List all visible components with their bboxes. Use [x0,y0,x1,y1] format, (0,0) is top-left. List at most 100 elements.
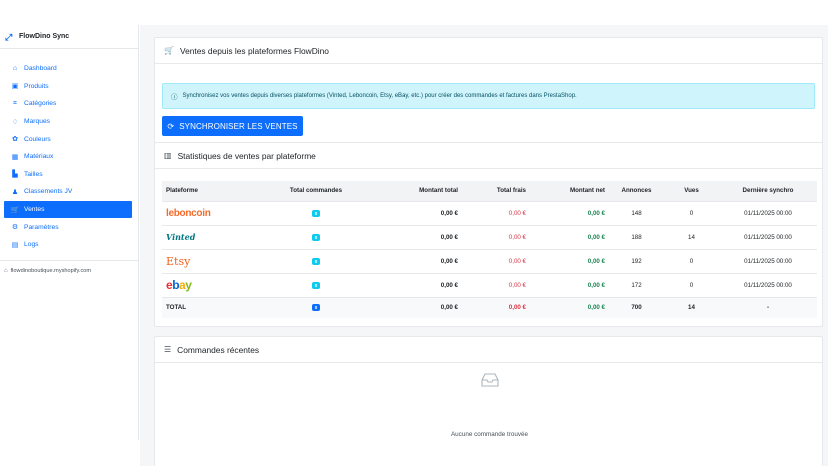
sidebar-item-categories[interactable]: ⌗ Catégories [0,95,138,113]
sidebar-item-classements[interactable]: ♟ Classements JV [0,183,138,201]
sidebar-item-label: Matériaux [24,153,54,161]
sidebar-item-label: Paramètres [24,223,59,231]
bar-chart-icon: ▥ [164,151,172,160]
col-derniere-synchro: Dernière synchro [742,187,794,195]
sidebar-item-marques[interactable]: ♢ Marques [0,113,138,131]
platform-logo-vinted: Vinted [162,224,254,249]
info-alert-text: Synchronisez vos ventes depuis diverses … [182,93,577,99]
brand: ⤢ FlowDino Sync [0,25,138,49]
col-total-commandes: Total commandes [289,187,343,195]
shop-icon: ⌂ [4,267,8,274]
net-cell: 0,00 € [530,200,609,225]
shop-domain-label: flowdinoboutique.myshopify.com [10,267,92,274]
platform-logo-etsy: Etsy [162,248,254,273]
fees-cell: 0,00 € [462,224,530,249]
last-sync-cell: 01/11/2025 00:00 [719,272,817,297]
col-vues: Vues [684,187,699,195]
net-cell: 0,00 € [530,224,609,249]
sidebar-item-parametres[interactable]: ⚙ Paramètres [0,218,138,236]
col-plateforme: Plateforme [166,187,198,195]
sidebar-item-label: Produits [24,82,49,90]
views-cell: 0 [664,248,719,273]
sidebar-item-tailles[interactable]: ▙ Tailles [0,166,138,184]
listings-cell: 148 [609,200,664,225]
sidebar-item-label: Tailles [24,170,43,178]
stats-table: Plateforme Total commandes Montant total… [162,181,817,318]
sync-sales-button-label: SYNCHRONISER LES VENTES [179,121,298,131]
sidebar-item-label: Logs [24,241,39,249]
col-total-frais: Total frais [496,187,526,195]
col-annonces: Annonces [621,187,652,195]
last-sync-cell: 01/11/2025 00:00 [719,248,817,273]
views-cell: 0 [664,200,719,225]
amount-cell: 0,00 € [378,272,462,297]
main-content: 🛒 Ventes depuis les plateformes FlowDino… [140,25,828,466]
sidebar-item-label: Classements JV [24,188,73,196]
sync-logo-icon: ⤢ [5,31,13,42]
col-montant-net: Montant net [569,187,605,195]
fees-cell: 0,00 € [462,200,530,225]
total-listings: 700 [609,296,664,318]
stats-card-title: Statistiques de ventes par plateforme [177,150,316,161]
amount-cell: 0,00 € [378,248,462,273]
col-montant-total: Montant total [419,187,458,195]
table-header-row: Plateforme Total commandes Montant total… [162,181,817,201]
stats-card-header: ▥ Statistiques de ventes par plateforme [155,143,822,169]
orders-badge: 0 [312,209,320,217]
sidebar-item-label: Couleurs [24,135,51,143]
total-fees: 0,00 € [462,296,530,318]
award-icon: ♢ [11,118,19,126]
cart-icon: 🛒 [10,206,20,214]
total-orders-badge: 0 [312,304,320,312]
table-row: Vinted 0 0,00 € 0,00 € 0,00 € 188 14 01/… [162,224,817,249]
sidebar-item-produits[interactable]: ▣ Produits [0,78,138,96]
last-sync-cell: 01/11/2025 00:00 [719,200,817,225]
net-cell: 0,00 € [530,272,609,297]
sidebar-item-dashboard[interactable]: ⌂ Dashboard [0,60,138,78]
amount-cell: 0,00 € [378,224,462,249]
sidebar-item-materiaux[interactable]: ▦ Matériaux [0,148,138,166]
platform-logo-leboncoin: leboncoin [162,200,254,225]
views-cell: 0 [664,272,719,297]
ruler-icon: ▙ [12,171,18,179]
tag-icon: ⌗ [13,99,17,107]
list-icon: ▤ [11,241,19,249]
fees-cell: 0,00 € [462,272,530,297]
fees-cell: 0,00 € [462,248,530,273]
sales-card: 🛒 Ventes depuis les plateformes FlowDino… [154,37,823,144]
amount-cell: 0,00 € [378,200,462,225]
sidebar-item-label: Ventes [24,206,45,214]
orders-badge: 0 [312,233,320,241]
listings-cell: 192 [609,248,664,273]
sync-sales-button[interactable]: ⟳ SYNCHRONISER LES VENTES [162,116,303,136]
sidebar-item-label: Marques [24,118,51,126]
brand-name: FlowDino Sync [19,33,70,40]
listings-cell: 172 [609,272,664,297]
sidebar-item-couleurs[interactable]: ✿ Couleurs [0,130,138,148]
people-icon: ♟ [11,188,19,196]
empty-orders-text: Aucune commande trouvée [450,431,528,438]
total-net: 0,00 € [530,296,609,318]
dashboard-icon: ⌂ [12,65,18,73]
net-cell: 0,00 € [530,248,609,273]
refresh-icon: ⟳ [167,121,175,131]
sidebar-item-logs[interactable]: ▤ Logs [0,236,138,254]
palette-icon: ✿ [12,136,18,144]
total-views: 14 [664,296,719,318]
views-cell: 14 [664,224,719,249]
sales-card-header: 🛒 Ventes depuis les plateformes FlowDino [155,38,822,64]
table-row: leboncoin 0 0,00 € 0,00 € 0,00 € 148 0 0… [162,200,817,225]
inbox-icon [155,373,824,389]
orders-badge: 0 [312,257,320,265]
listings-cell: 188 [609,224,664,249]
orders-card-title: Commandes récentes [177,344,260,355]
grid-icon: ▦ [11,153,19,161]
sidebar-item-ventes[interactable]: 🛒 Ventes [4,200,132,219]
table-row: Etsy 0 0,00 € 0,00 € 0,00 € 192 0 01/11/… [162,248,817,273]
orders-badge: 0 [312,281,320,289]
cart-icon: 🛒 [164,46,174,55]
total-last-sync: - [719,296,817,318]
info-alert: ⓘ Synchronisez vos ventes depuis diverse… [162,83,815,109]
total-label: TOTAL [162,296,254,318]
